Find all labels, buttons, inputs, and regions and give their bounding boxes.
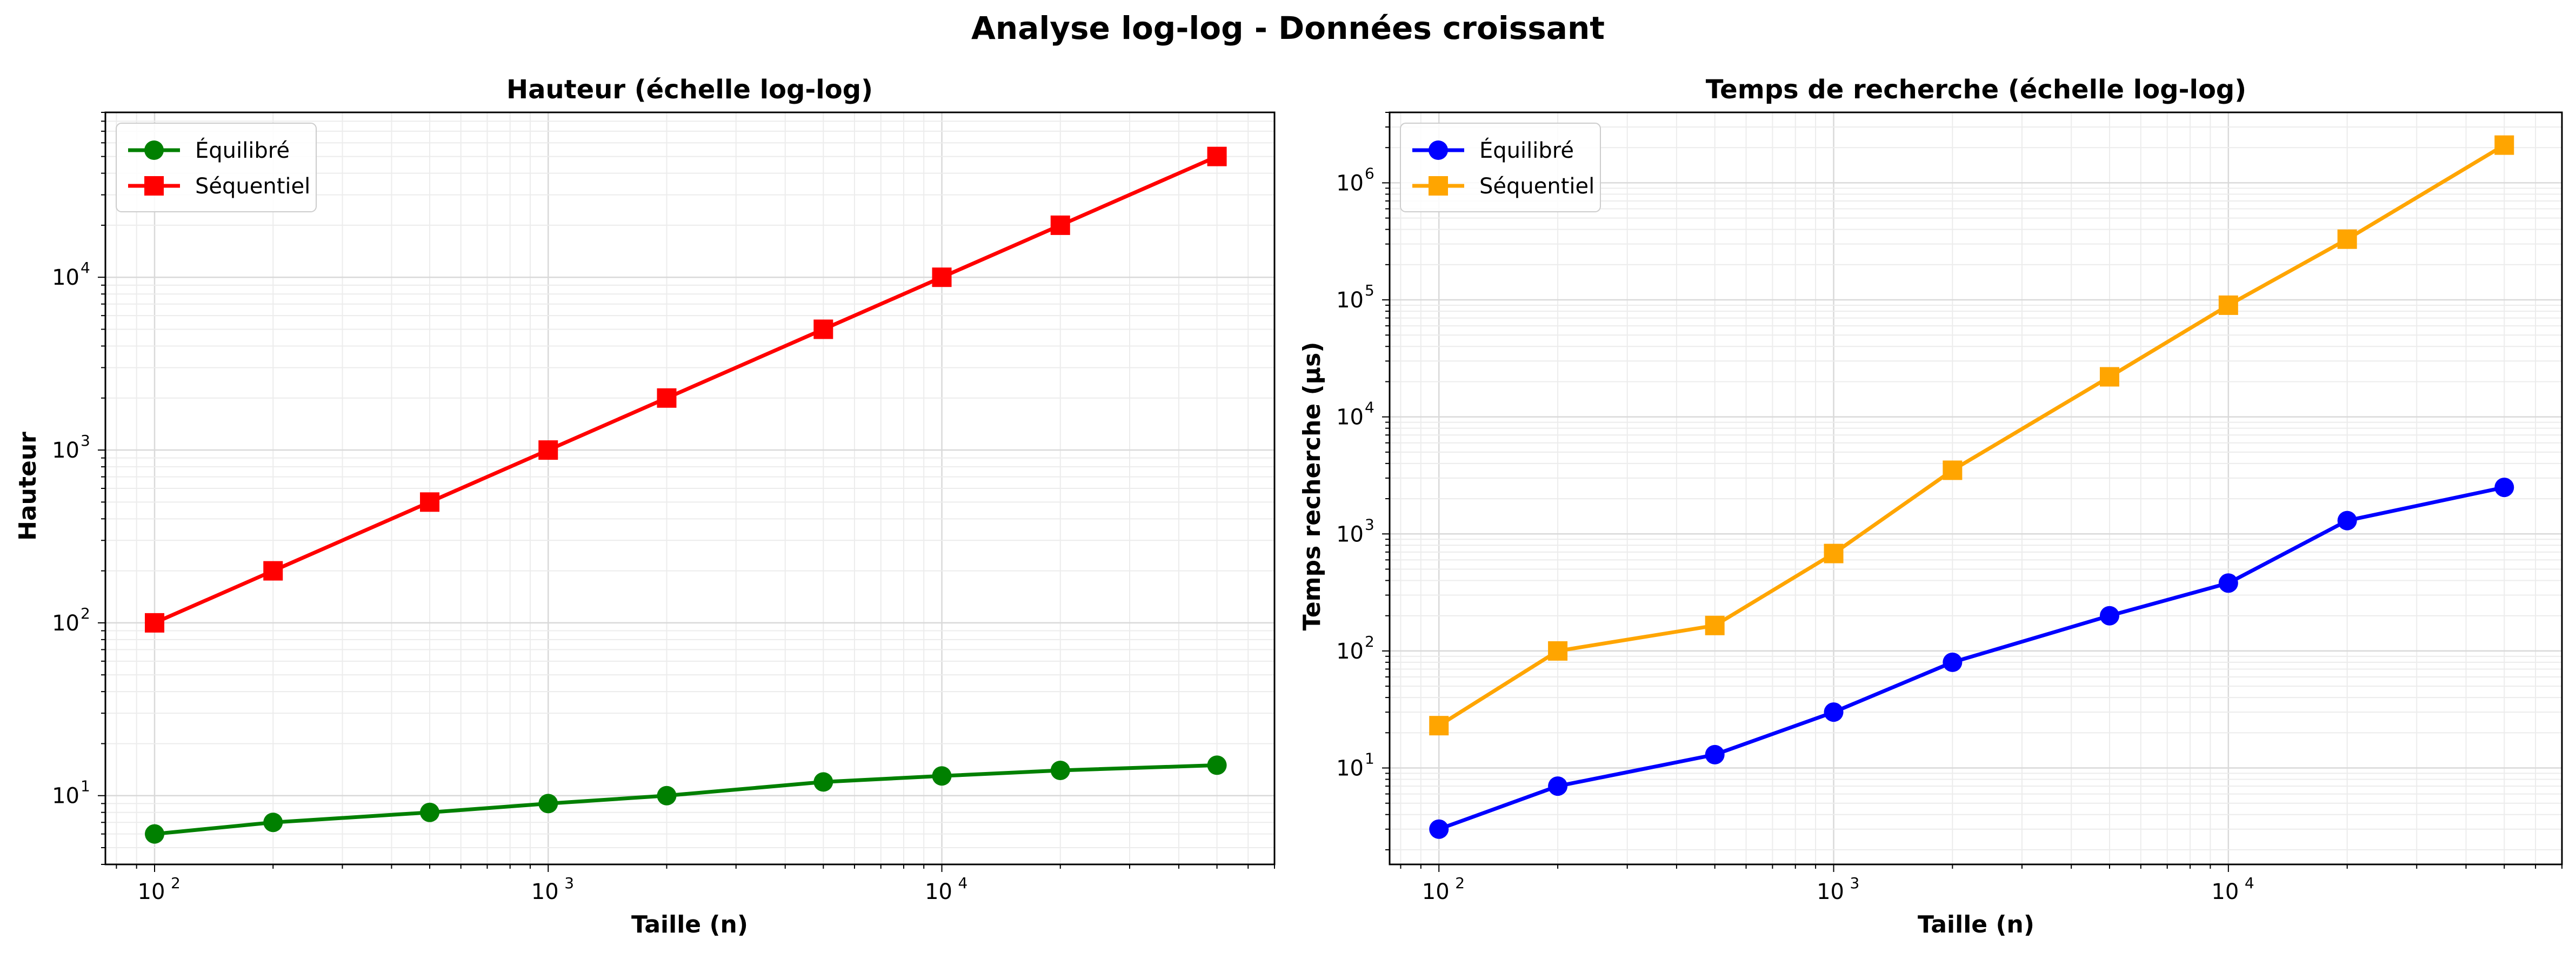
data-point bbox=[1943, 652, 1963, 672]
grid bbox=[98, 112, 1275, 872]
y-tick-exponent: 1 bbox=[1365, 750, 1374, 768]
y-tick-label: 10 bbox=[1336, 522, 1364, 547]
y-tick-label: 10 bbox=[1336, 639, 1364, 664]
series-line bbox=[1438, 485, 2505, 831]
data-point bbox=[144, 613, 164, 633]
data-point bbox=[420, 802, 440, 822]
y-tick-exponent: 3 bbox=[81, 432, 90, 449]
data-point bbox=[1705, 615, 1725, 635]
y-tick-exponent: 6 bbox=[1365, 164, 1374, 182]
y-tick-label: 10 bbox=[52, 265, 79, 290]
data-point bbox=[2337, 229, 2357, 249]
legend-entry: Séquentiel bbox=[195, 174, 310, 199]
x-tick-exponent: 2 bbox=[1455, 874, 1465, 892]
y-tick-exponent: 1 bbox=[81, 777, 90, 795]
data-point bbox=[2099, 367, 2119, 387]
legend: Équilibré Séquentiel bbox=[1400, 123, 1601, 212]
legend-marker bbox=[1429, 140, 1448, 160]
data-point bbox=[1050, 215, 1070, 235]
data-point bbox=[1824, 543, 1844, 563]
x-tick-exponent: 4 bbox=[2245, 874, 2254, 892]
legend-marker bbox=[144, 140, 164, 160]
legend-entry: Séquentiel bbox=[1479, 174, 1594, 199]
y-tick-exponent: 2 bbox=[81, 605, 90, 622]
data-point bbox=[2494, 478, 2514, 498]
data-point bbox=[2218, 573, 2238, 593]
x-axis-label: Taille (n) bbox=[631, 911, 748, 938]
y-tick-label: 10 bbox=[1336, 405, 1364, 430]
series-sequential bbox=[1429, 135, 2514, 736]
legend-entry: Équilibré bbox=[195, 137, 290, 163]
legend-entry: Équilibré bbox=[1479, 137, 1574, 163]
series-balanced bbox=[1429, 478, 2514, 839]
y-tick-exponent: 2 bbox=[1365, 633, 1374, 650]
data-point bbox=[1824, 702, 1844, 722]
data-point bbox=[813, 772, 833, 792]
y-tick-exponent: 4 bbox=[1365, 399, 1374, 417]
x-tick-label: 10 bbox=[925, 880, 952, 904]
y-tick-label: 10 bbox=[52, 438, 79, 463]
data-point bbox=[538, 440, 558, 460]
plot-frame bbox=[1389, 111, 2563, 865]
legend-marker bbox=[144, 176, 164, 196]
x-tick-exponent: 2 bbox=[171, 874, 181, 892]
data-point bbox=[1705, 744, 1725, 764]
legend-box bbox=[116, 123, 317, 212]
chart-title: Hauteur (échelle log-log) bbox=[506, 75, 873, 105]
y-tick-label: 10 bbox=[1336, 756, 1364, 781]
y-tick-exponent: 4 bbox=[81, 259, 90, 277]
data-point bbox=[2494, 135, 2514, 155]
data-point bbox=[1548, 776, 1568, 796]
data-point bbox=[538, 794, 558, 814]
data-point bbox=[1943, 460, 1963, 480]
data-point bbox=[1429, 819, 1449, 839]
x-tick-label: 10 bbox=[138, 880, 165, 904]
plot-frame bbox=[104, 111, 1276, 865]
chart-height: Hauteur (échelle log-log) Taille (n) Hau… bbox=[14, 75, 1276, 938]
data-point bbox=[657, 786, 677, 806]
data-point bbox=[263, 561, 283, 581]
data-point bbox=[2099, 606, 2119, 626]
data-point bbox=[263, 813, 283, 833]
x-tick-exponent: 3 bbox=[564, 874, 574, 892]
chart-title: Temps de recherche (échelle log-log) bbox=[1706, 75, 2246, 105]
series-balanced bbox=[144, 755, 1227, 844]
x-tick-label: 10 bbox=[1817, 880, 1844, 904]
data-point bbox=[657, 388, 677, 408]
y-tick-label: 10 bbox=[52, 784, 79, 809]
y-tick-label: 10 bbox=[1336, 288, 1364, 313]
data-point bbox=[2337, 511, 2357, 531]
y-axis-label: Hauteur bbox=[14, 432, 42, 541]
y-axis-label: Temps recherche (µs) bbox=[1298, 342, 1326, 631]
data-point bbox=[144, 824, 164, 844]
x-tick-label: 10 bbox=[531, 880, 559, 904]
chart-search-time: Temps de recherche (échelle log-log) Tai… bbox=[1298, 75, 2563, 938]
legend: Équilibré Séquentiel bbox=[116, 123, 317, 212]
figure-suptitle: Analyse log-log - Données croissant bbox=[971, 10, 1605, 46]
x-tick-exponent: 3 bbox=[1850, 874, 1860, 892]
y-tick-label: 10 bbox=[52, 611, 79, 636]
data-point bbox=[1207, 755, 1227, 775]
data-point bbox=[1548, 641, 1568, 661]
y-tick-label: 10 bbox=[1336, 171, 1364, 196]
legend-marker bbox=[1429, 176, 1448, 196]
grid bbox=[1382, 112, 2562, 872]
x-tick-exponent: 4 bbox=[958, 874, 968, 892]
data-point bbox=[1050, 760, 1070, 780]
y-tick-exponent: 3 bbox=[1365, 515, 1374, 533]
y-tick-exponent: 5 bbox=[1365, 281, 1374, 299]
series-sequential bbox=[144, 146, 1227, 633]
x-tick-label: 10 bbox=[2211, 880, 2239, 904]
x-tick-label: 10 bbox=[1422, 880, 1450, 904]
data-point bbox=[420, 492, 440, 512]
data-point bbox=[2218, 295, 2238, 315]
data-point bbox=[932, 766, 952, 786]
data-point bbox=[813, 319, 833, 339]
data-point bbox=[1429, 716, 1449, 736]
legend-box bbox=[1400, 123, 1601, 212]
data-point bbox=[1207, 146, 1227, 166]
data-point bbox=[932, 267, 952, 287]
x-axis-label: Taille (n) bbox=[1918, 911, 2034, 938]
